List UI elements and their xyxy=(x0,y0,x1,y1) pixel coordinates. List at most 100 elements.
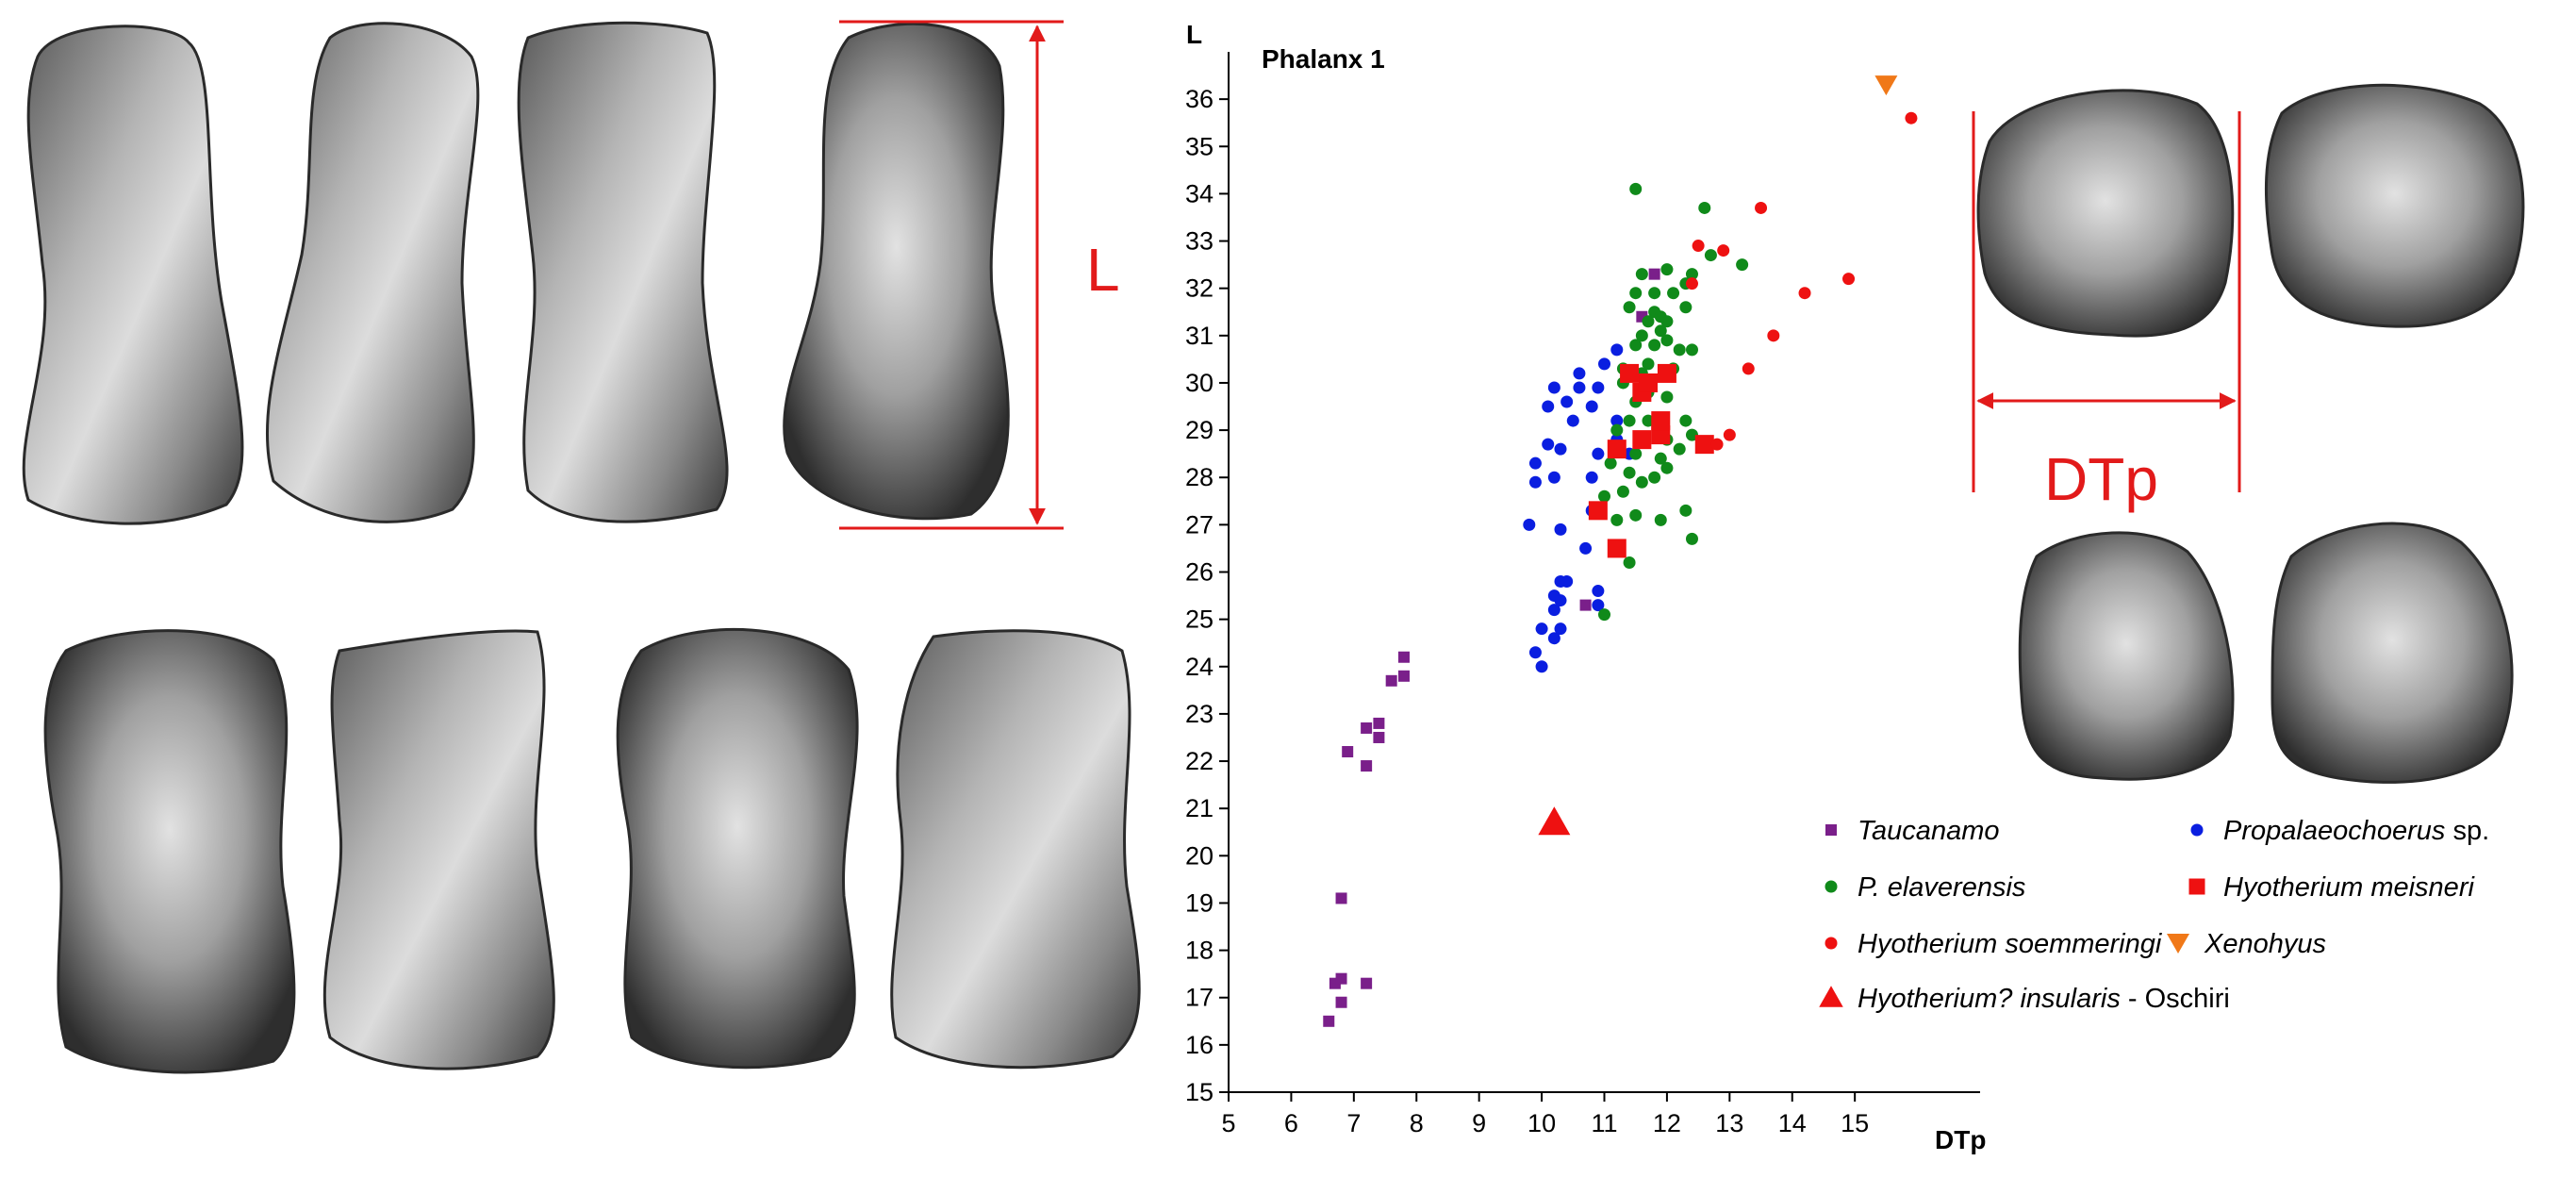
x-tick-label: 15 xyxy=(1841,1109,1869,1137)
bone-photo-plate: L xyxy=(22,20,1141,1074)
data-point-elaverensis xyxy=(1623,414,1636,427)
data-point-propalaeochoerus xyxy=(1528,456,1542,470)
phalanx-ventral-4 xyxy=(890,629,1141,1070)
series-propalaeochoerus xyxy=(1523,343,1636,673)
data-point-propalaeochoerus xyxy=(1573,367,1586,380)
data-point-propalaeochoerus xyxy=(1585,471,1598,484)
data-point-meisneri xyxy=(1651,425,1671,445)
data-point-elaverensis xyxy=(1648,339,1661,352)
legend-label-taucanamo: Taucanamo xyxy=(1858,816,1999,846)
data-point-elaverensis xyxy=(1654,452,1667,465)
data-point-xenohyus xyxy=(1874,75,1898,96)
data-point-propalaeochoerus xyxy=(1592,585,1605,598)
series-insularis xyxy=(1538,806,1571,836)
data-point-insularis xyxy=(1538,806,1571,836)
y-tick-label: 30 xyxy=(1185,369,1214,397)
x-tick-label: 8 xyxy=(1410,1109,1424,1137)
data-point-taucanamo xyxy=(1648,268,1660,280)
x-axis-label: DTp xyxy=(1935,1125,1986,1154)
data-point-elaverensis xyxy=(1629,447,1643,460)
series-meisneri xyxy=(1588,363,1714,558)
data-point-elaverensis xyxy=(1642,414,1655,427)
data-point-meisneri xyxy=(1607,440,1627,459)
y-tick-label: 22 xyxy=(1185,747,1214,775)
y-tick-label: 18 xyxy=(1185,937,1214,965)
data-point-soemmeringi xyxy=(1685,277,1698,290)
x-tick-label: 10 xyxy=(1527,1109,1556,1137)
y-tick-label: 24 xyxy=(1185,653,1214,681)
data-point-propalaeochoerus xyxy=(1560,575,1574,589)
legend-marker-taucanamo xyxy=(1825,824,1837,836)
legend-marker-soemmeringi xyxy=(1825,937,1838,950)
data-point-propalaeochoerus xyxy=(1598,357,1610,371)
proximal-view-4 xyxy=(2271,522,2514,784)
data-point-propalaeochoerus xyxy=(1535,660,1548,673)
legend: Taucanamo Propalaeochoerus sp. P. elaveren… xyxy=(1819,816,2489,1014)
data-point-taucanamo xyxy=(1373,717,1385,729)
proximal-view-3 xyxy=(2018,531,2235,781)
legend-label-elaverensis: P. elaverensis xyxy=(1858,872,2025,903)
legend-label-soemmeringi: Hyotherium soemmeringi xyxy=(1858,929,2163,959)
data-point-soemmeringi xyxy=(1723,428,1736,441)
x-tick-label: 5 xyxy=(1221,1109,1235,1137)
data-point-elaverensis xyxy=(1642,357,1655,371)
data-point-elaverensis xyxy=(1635,268,1648,281)
data-point-meisneri xyxy=(1632,430,1652,450)
legend-label-propalaeochoerus: Propalaeochoerus sp. xyxy=(2223,816,2489,846)
series-xenohyus xyxy=(1874,75,1898,96)
data-point-elaverensis xyxy=(1685,268,1698,281)
y-tick-label: 33 xyxy=(1185,227,1214,256)
y-tick-label: 26 xyxy=(1185,558,1214,587)
data-point-propalaeochoerus xyxy=(1547,604,1560,617)
y-tick-label: 25 xyxy=(1185,606,1214,634)
data-point-meisneri xyxy=(1638,373,1658,392)
data-point-soemmeringi xyxy=(1710,438,1724,451)
data-point-propalaeochoerus xyxy=(1547,471,1560,484)
legend-marker-insularis xyxy=(1819,986,1843,1007)
data-point-propalaeochoerus xyxy=(1554,442,1567,456)
legend-label-meisneri: Hyotherium meisneri xyxy=(2223,872,2475,903)
data-point-taucanamo xyxy=(1361,760,1373,772)
data-point-propalaeochoerus xyxy=(1542,438,1555,451)
proximal-view-1 xyxy=(1976,89,2235,338)
data-point-soemmeringi xyxy=(1742,362,1755,375)
data-point-propalaeochoerus xyxy=(1592,381,1605,394)
data-point-propalaeochoerus xyxy=(1554,594,1567,607)
data-point-elaverensis xyxy=(1642,315,1655,328)
data-point-elaverensis xyxy=(1629,182,1643,195)
data-point-propalaeochoerus xyxy=(1585,400,1598,413)
data-point-propalaeochoerus xyxy=(1554,622,1567,636)
x-tick-label: 13 xyxy=(1715,1109,1743,1137)
phalanx-dorsal-4 xyxy=(783,22,1010,521)
y-tick-label: 17 xyxy=(1185,984,1214,1012)
data-point-taucanamo xyxy=(1579,599,1592,611)
data-point-elaverensis xyxy=(1660,263,1674,276)
data-point-propalaeochoerus xyxy=(1528,475,1542,489)
data-point-elaverensis xyxy=(1673,442,1686,456)
data-point-propalaeochoerus xyxy=(1523,518,1536,531)
phalanx-dorsal-1 xyxy=(22,25,244,525)
data-point-elaverensis xyxy=(1679,301,1693,314)
l-measure-label: L xyxy=(1086,236,1120,304)
data-point-elaverensis xyxy=(1629,339,1643,352)
data-point-soemmeringi xyxy=(1717,244,1730,257)
y-tick-label: 31 xyxy=(1185,322,1214,350)
data-point-propalaeochoerus xyxy=(1566,414,1579,427)
data-point-elaverensis xyxy=(1685,428,1698,441)
data-point-elaverensis xyxy=(1648,287,1661,300)
data-point-elaverensis xyxy=(1598,608,1610,622)
data-point-meisneri xyxy=(1588,501,1608,521)
data-point-elaverensis xyxy=(1610,513,1624,526)
data-point-elaverensis xyxy=(1648,471,1661,484)
data-point-soemmeringi xyxy=(1905,111,1918,124)
data-point-taucanamo xyxy=(1335,972,1347,985)
legend-marker-elaverensis xyxy=(1825,880,1838,893)
data-point-taucanamo xyxy=(1335,996,1347,1008)
legend-marker-xenohyus xyxy=(2167,934,2189,954)
proximal-view-2 xyxy=(2264,83,2525,328)
data-point-propalaeochoerus xyxy=(1610,414,1624,427)
data-point-taucanamo xyxy=(1361,722,1373,734)
data-point-taucanamo xyxy=(1373,731,1385,743)
data-point-elaverensis xyxy=(1704,249,1717,262)
